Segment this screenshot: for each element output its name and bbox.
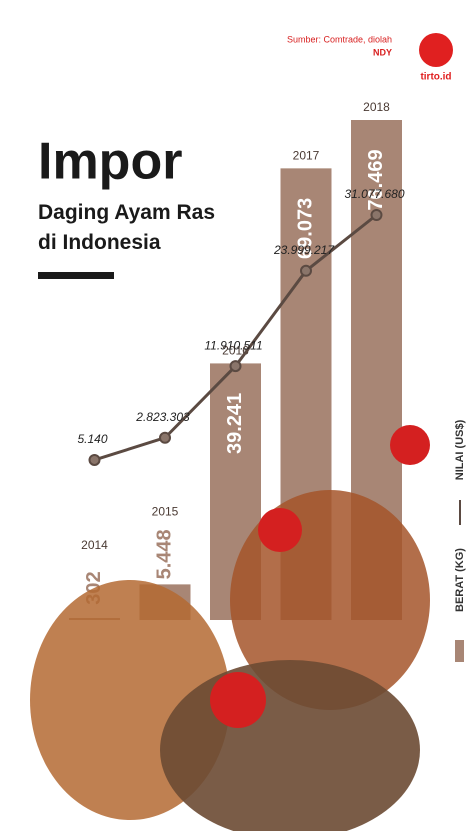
logo (419, 33, 453, 67)
x-tick-label: 2017 (293, 149, 320, 163)
chart-subtitle: Daging Ayam Ras di Indonesia (38, 201, 215, 254)
line-value-label: 2.823.303 (135, 410, 190, 424)
comb (258, 508, 302, 552)
line-point (370, 209, 383, 221)
line-value-label: 11.910.511 (204, 338, 262, 352)
line-value-label: 23.999.217 (273, 243, 335, 257)
bar-value-label: 39.241 (224, 393, 246, 454)
brand: tirto.id (420, 72, 451, 83)
line-point (300, 264, 312, 277)
line-value-label: 31.077.680 (344, 187, 404, 201)
comb (390, 425, 430, 465)
decoration (30, 425, 430, 831)
author: NDY (373, 47, 392, 57)
legend-label: NILAI (US$) (454, 419, 466, 480)
chart-title: Impor (38, 133, 182, 191)
line-point (88, 453, 101, 466)
line-point (229, 360, 242, 373)
x-tick-label: 2014 (81, 538, 108, 552)
source: Sumber: Comtrade, diolah (287, 34, 392, 44)
x-tick-label: 2016 (222, 344, 249, 358)
title-rule (38, 272, 114, 279)
line-point (159, 431, 171, 444)
comb (210, 672, 266, 728)
bar-value-label: 69.073 (294, 198, 316, 259)
line-value-label: 5.140 (77, 432, 107, 446)
bar-value-label: 5.448 (153, 529, 175, 579)
bar-value-label: 76.469 (365, 149, 387, 210)
legend: BERAT (KG) NILAI (US$) (454, 419, 466, 662)
legend-swatch (455, 640, 464, 662)
legend-label: BERAT (KG) (454, 548, 466, 612)
x-tick-label: 2018 (363, 100, 390, 114)
subtitle-box: Daging Ayam Ras di Indonesia (38, 201, 215, 254)
x-tick-label: 2015 (152, 505, 179, 519)
